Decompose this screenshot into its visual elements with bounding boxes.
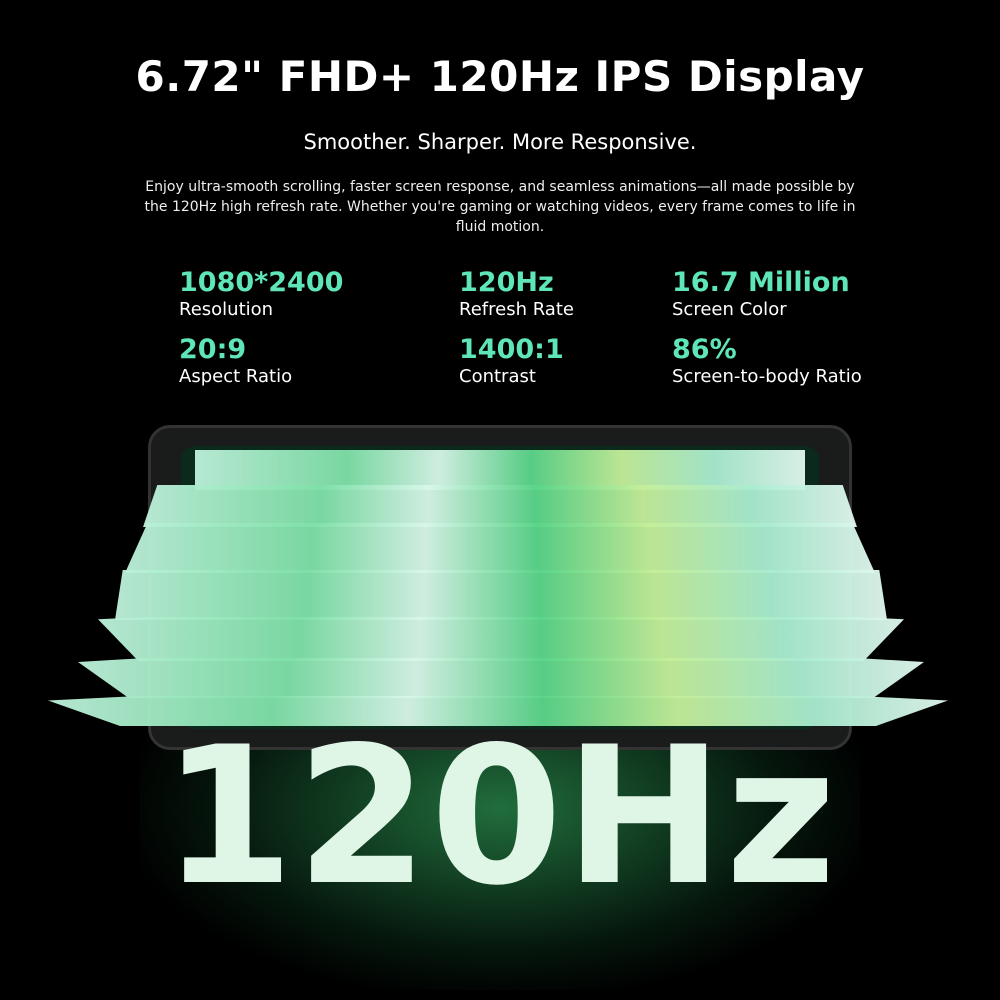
screen-slat xyxy=(195,450,805,490)
spec-screen-to-body: 86% Screen-to-body Ratio xyxy=(672,335,862,389)
spec-value: 16.7 Million xyxy=(672,267,850,298)
spec-label: Screen Color xyxy=(672,299,787,320)
description: Enjoy ultra-smooth scrolling, faster scr… xyxy=(144,179,856,235)
screen-slat xyxy=(78,658,924,698)
spec-value: 120Hz xyxy=(459,267,554,298)
screen-slat xyxy=(143,485,857,527)
screen-slat xyxy=(98,617,904,661)
spec-value: 86% xyxy=(672,334,737,365)
page-title: 6.72" FHD+ 120Hz IPS Display xyxy=(135,52,865,101)
spec-value: 1080*2400 xyxy=(179,267,344,298)
spec-label: Contrast xyxy=(459,366,536,387)
spec-label: Refresh Rate xyxy=(459,299,574,320)
spec-screen-color: 16.7 Million Screen Color xyxy=(672,268,850,322)
spec-label: Screen-to-body Ratio xyxy=(672,366,862,387)
spec-contrast: 1400:1 Contrast xyxy=(459,335,564,389)
hero-text: 120Hz xyxy=(161,706,839,927)
screen-slat xyxy=(115,570,887,620)
spec-aspect-ratio: 20:9 Aspect Ratio xyxy=(179,335,292,389)
spec-resolution: 1080*2400 Resolution xyxy=(179,268,343,322)
spec-value: 1400:1 xyxy=(459,334,564,365)
spec-refresh-rate: 120Hz Refresh Rate xyxy=(459,268,574,322)
screen-slat xyxy=(48,696,948,726)
subtitle: Smoother. Sharper. More Responsive. xyxy=(303,130,697,154)
spec-label: Aspect Ratio xyxy=(179,366,293,387)
spec-value: 20:9 xyxy=(179,334,247,365)
spec-label: Resolution xyxy=(179,299,274,320)
reflection-glow xyxy=(140,730,860,990)
screen-slat xyxy=(125,523,875,573)
